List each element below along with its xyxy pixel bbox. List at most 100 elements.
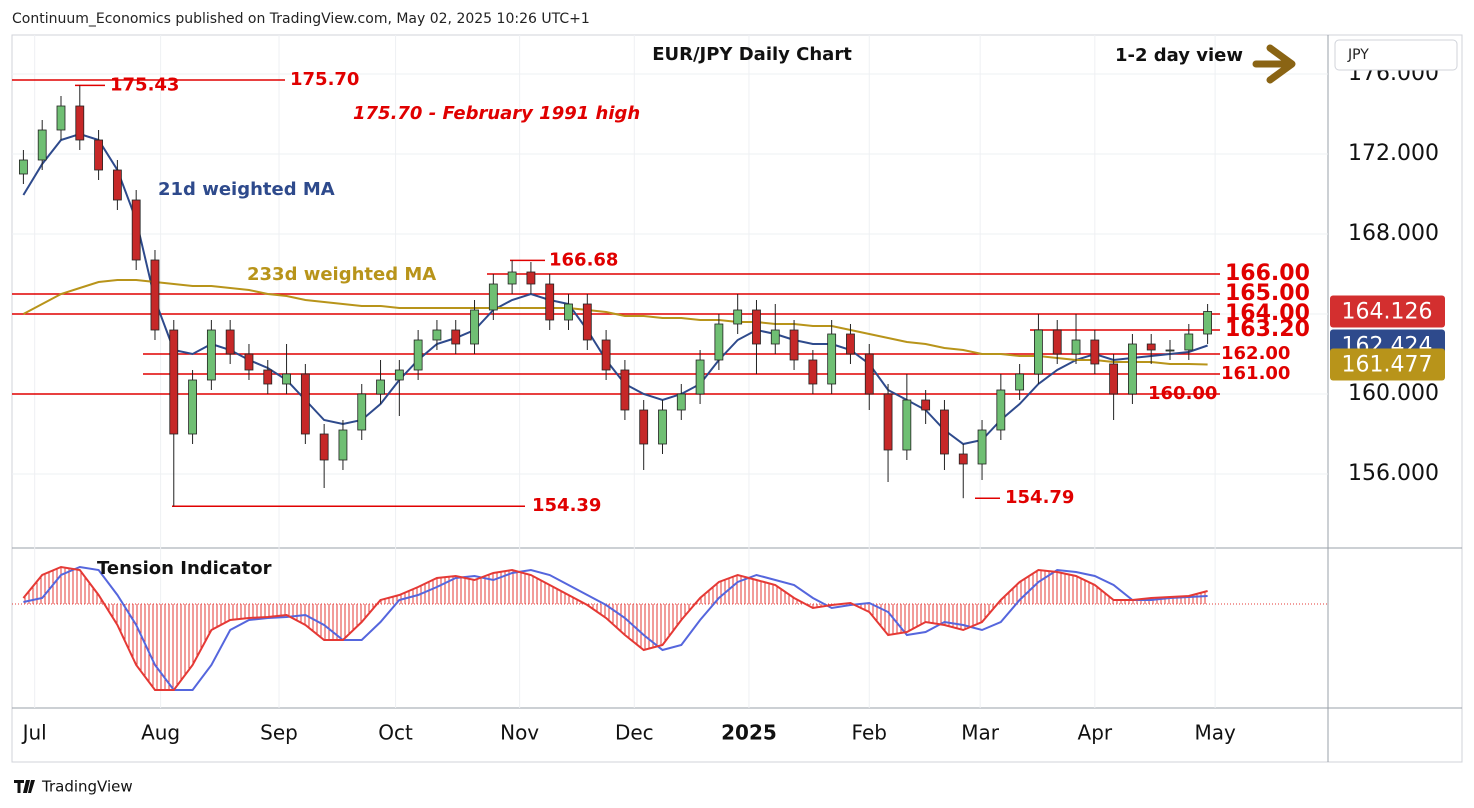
level-label: 166.00	[1225, 261, 1310, 286]
candle-body	[1034, 329, 1043, 375]
candle-body	[150, 259, 160, 331]
candle-body	[338, 429, 348, 461]
candle-body	[169, 329, 179, 435]
plot: 175.70 175.43 166.68 166.00165.00164.00163.…	[12, 69, 1328, 691]
level-label: 162.00	[1221, 343, 1290, 364]
currency-box	[1334, 39, 1458, 71]
header: Continuum_Economics published on Trading…	[12, 11, 590, 27]
indicator-line	[22, 565, 1208, 691]
candle-body	[620, 369, 630, 411]
candle-body	[94, 139, 103, 171]
candle-body	[225, 329, 235, 355]
candle-body	[282, 373, 291, 385]
candle-body	[526, 271, 536, 285]
candle-body	[846, 333, 855, 355]
candle-body	[564, 303, 573, 321]
candle-body	[770, 329, 780, 345]
x-tick-label: Sep	[260, 721, 298, 745]
candle-body	[864, 353, 874, 395]
candle-body	[206, 329, 216, 381]
candle-body	[507, 271, 517, 285]
x-tick-label: May	[1194, 721, 1236, 745]
candle-body	[958, 453, 968, 465]
candle-body	[733, 309, 743, 325]
annotation: 21d weighted MA	[158, 179, 335, 200]
candle-body	[413, 339, 423, 371]
indicator-line	[23, 565, 1208, 691]
x-tick-label: Aug	[141, 721, 180, 745]
candle-body	[1109, 363, 1119, 395]
candle-body	[545, 283, 555, 321]
candle-body	[1090, 339, 1100, 365]
candle-body	[752, 309, 761, 345]
candle-body	[244, 353, 254, 371]
level-label: 175.70	[290, 69, 359, 90]
x-tick-label: Oct	[378, 721, 413, 745]
candle-body	[376, 379, 385, 395]
panel-title: Tension Indicator	[97, 558, 272, 579]
level-label: 161.00	[1221, 363, 1290, 384]
histogram	[23, 567, 1208, 690]
axis: 156.000160.000164.000168.000172.000176.0…	[21, 61, 1445, 745]
candle-body	[601, 339, 611, 371]
price-box-label: 161.477	[1342, 352, 1433, 377]
candle-body	[1184, 333, 1194, 351]
chart-title: EUR/JPY Daily Chart	[652, 44, 852, 65]
candle-body	[658, 409, 667, 445]
candle-body	[1203, 311, 1213, 335]
candle-body	[940, 409, 949, 455]
y-tick-label: 160.000	[1348, 381, 1439, 406]
x-tick-label: 2025	[721, 721, 777, 745]
level-label: 165.00	[1225, 281, 1310, 306]
candle-body	[695, 359, 705, 395]
candle-body	[921, 399, 931, 411]
price-box	[1330, 348, 1445, 381]
candle-body	[639, 409, 649, 445]
candle-body	[1071, 339, 1081, 355]
candle-body	[37, 129, 47, 161]
candle-body	[432, 329, 442, 341]
candle-body	[488, 283, 498, 311]
level-label: 154.39	[532, 495, 601, 516]
candle-body	[263, 369, 273, 385]
level-label: 160.00	[1148, 383, 1217, 404]
y-tick-label: 156.000	[1348, 461, 1439, 486]
ma-line	[22, 132, 1208, 446]
view-arrow	[1252, 44, 1296, 84]
x-tick-label: Dec	[615, 721, 654, 745]
x-tick-label: Mar	[961, 721, 1000, 745]
candle-body	[56, 105, 66, 131]
candle-body	[808, 359, 818, 385]
candle-body	[676, 393, 686, 411]
candle-body	[1146, 343, 1156, 351]
x-tick-label: Apr	[1078, 721, 1113, 745]
frame	[11, 34, 1463, 763]
candle-body	[996, 389, 1006, 431]
candle-body	[451, 329, 461, 345]
candle-body	[394, 369, 404, 381]
annotation: 233d weighted MA	[247, 264, 436, 285]
level-label: 166.68	[549, 249, 618, 270]
x-tick-label: Jul	[21, 721, 47, 745]
candle-body	[470, 309, 479, 345]
candle-body	[827, 333, 837, 385]
level-label: 163.20	[1225, 317, 1310, 342]
price-box-label: 164.126	[1342, 299, 1433, 324]
footer: TradingView	[41, 778, 133, 796]
x-tick-label: Feb	[852, 721, 887, 745]
x-tick-label: Nov	[500, 721, 539, 745]
candle-body	[789, 329, 799, 361]
candle-body	[977, 429, 987, 465]
candle-body	[18, 159, 28, 175]
candle-body	[75, 105, 85, 141]
view-label: 1-2 day view	[1115, 45, 1243, 66]
level-label: 164.00	[1225, 301, 1310, 326]
candle-body	[319, 433, 329, 461]
y-tick-label: 168.000	[1348, 221, 1439, 246]
candle-body	[1165, 349, 1175, 352]
y-tick-label: 172.000	[1348, 141, 1439, 166]
candle-body	[131, 199, 141, 261]
logo	[14, 780, 35, 793]
